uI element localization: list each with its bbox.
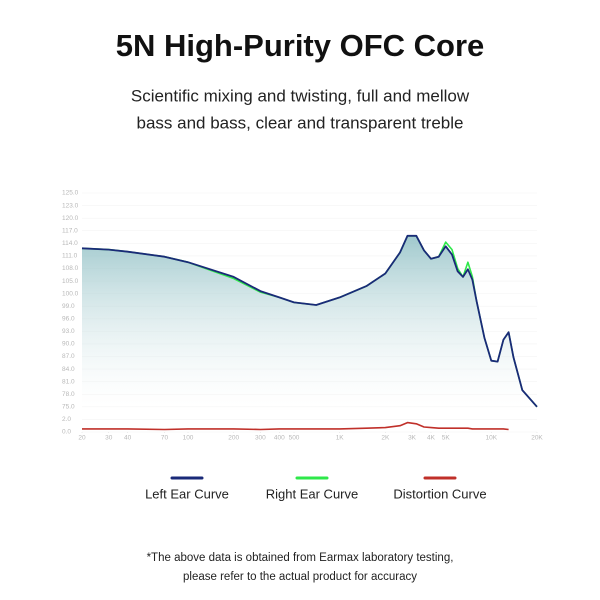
y-tick-label: 90.0 (62, 341, 75, 348)
footnote: please refer to the actual product for a… (183, 571, 417, 583)
y-tick-label: 123.0 (62, 202, 79, 209)
y-tick-label: 96.0 (62, 316, 75, 323)
series-line (82, 421, 509, 431)
x-tick-label: 500 (289, 435, 300, 442)
footnote: *The above data is obtained from Earmax … (147, 552, 454, 564)
x-tick-label: 20K (531, 435, 543, 442)
x-tick-label: 10K (486, 435, 498, 442)
x-tick-label: 70 (161, 435, 169, 442)
plot: 125.0 123.0 120.0 117.0 114.0 111.0 108.0 105.0… (62, 190, 543, 442)
y-tick-label: 117.0 (62, 227, 78, 234)
title: 5N High-Purity OFC Core (116, 28, 485, 63)
x-tick-label: 30 (105, 435, 113, 442)
y-tick-label: 125.0 (62, 190, 79, 197)
y-tick-label: 0.0 (62, 429, 71, 436)
y-tick-label: 120.0 (62, 215, 79, 222)
y-tick-label: 75.0 (62, 404, 75, 411)
y-tick-label: 2.0 (62, 416, 71, 423)
x-tick-label: 5K (442, 435, 451, 442)
legend-label: Distortion Curve (393, 486, 486, 501)
x-tick-label: 40 (124, 435, 132, 442)
legend-label: Left Ear Curve (145, 486, 229, 501)
y-tick-label: 105.0 (62, 278, 79, 285)
y-tick-label: 84.0 (62, 366, 75, 373)
x-tick-label: 3K (408, 435, 417, 442)
x-tick-label: 20 (78, 435, 86, 442)
y-tick-label: 78.0 (62, 391, 75, 398)
y-tick-label: 93.0 (62, 328, 75, 335)
x-tick-label: 1K (336, 435, 345, 442)
y-tick-label: 81.0 (62, 378, 75, 385)
x-tick-label: 100 (183, 435, 194, 442)
series-line (81, 234, 538, 408)
y-tick-label: 99.0 (62, 303, 75, 310)
y-tick-label: 111.0 (62, 253, 78, 260)
x-tick-label: 300 (255, 435, 266, 442)
subtitle: Scientific mixing and twisting, full and… (131, 86, 470, 105)
legend-label: Right Ear Curve (266, 486, 358, 501)
x-tick-label: 400 (274, 435, 285, 442)
area-fill (82, 235, 537, 407)
x-tick-label: 4K (427, 435, 436, 442)
y-tick-label: 100.0 (62, 290, 79, 297)
x-tick-label: 200 (228, 435, 239, 442)
x-tick-label: 2K (381, 435, 390, 442)
y-tick-label: 114.0 (62, 240, 78, 247)
y-tick-label: 87.0 (62, 353, 75, 360)
y-tick-label: 108.0 (62, 265, 79, 272)
subtitle: bass and bass, clear and transparent tre… (137, 113, 464, 132)
